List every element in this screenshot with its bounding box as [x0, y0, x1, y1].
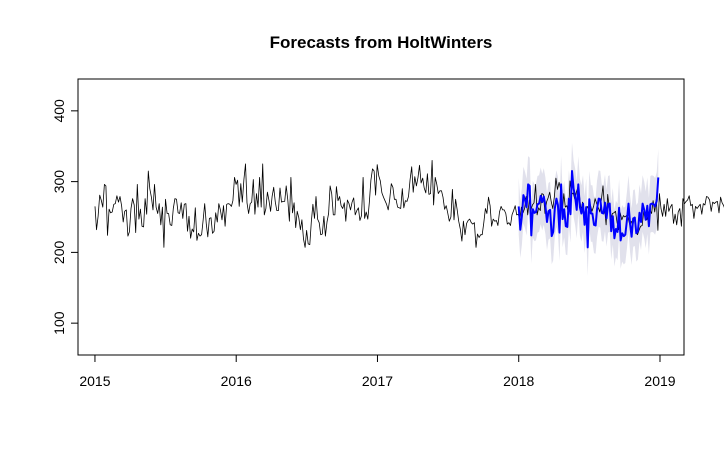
observed-series-line: [94, 160, 724, 248]
y-tick-label: 200: [51, 240, 67, 264]
y-axis: 100 200 300 400: [51, 99, 79, 335]
y-tick-label: 100: [51, 311, 67, 335]
chart-title: Forecasts from HoltWinters: [270, 33, 493, 52]
x-tick-label: 2015: [79, 373, 110, 389]
x-tick-label: 2019: [644, 373, 675, 389]
y-tick-label: 300: [51, 170, 67, 194]
y-tick-label: 400: [51, 99, 67, 123]
x-tick-label: 2016: [221, 373, 252, 389]
forecast-series-line: [517, 170, 660, 249]
x-tick-label: 2018: [503, 373, 534, 389]
x-tick-label: 2017: [362, 373, 393, 389]
x-axis: 2015 2016 2017 2018 2019: [79, 354, 676, 389]
series-layer: [94, 160, 724, 249]
